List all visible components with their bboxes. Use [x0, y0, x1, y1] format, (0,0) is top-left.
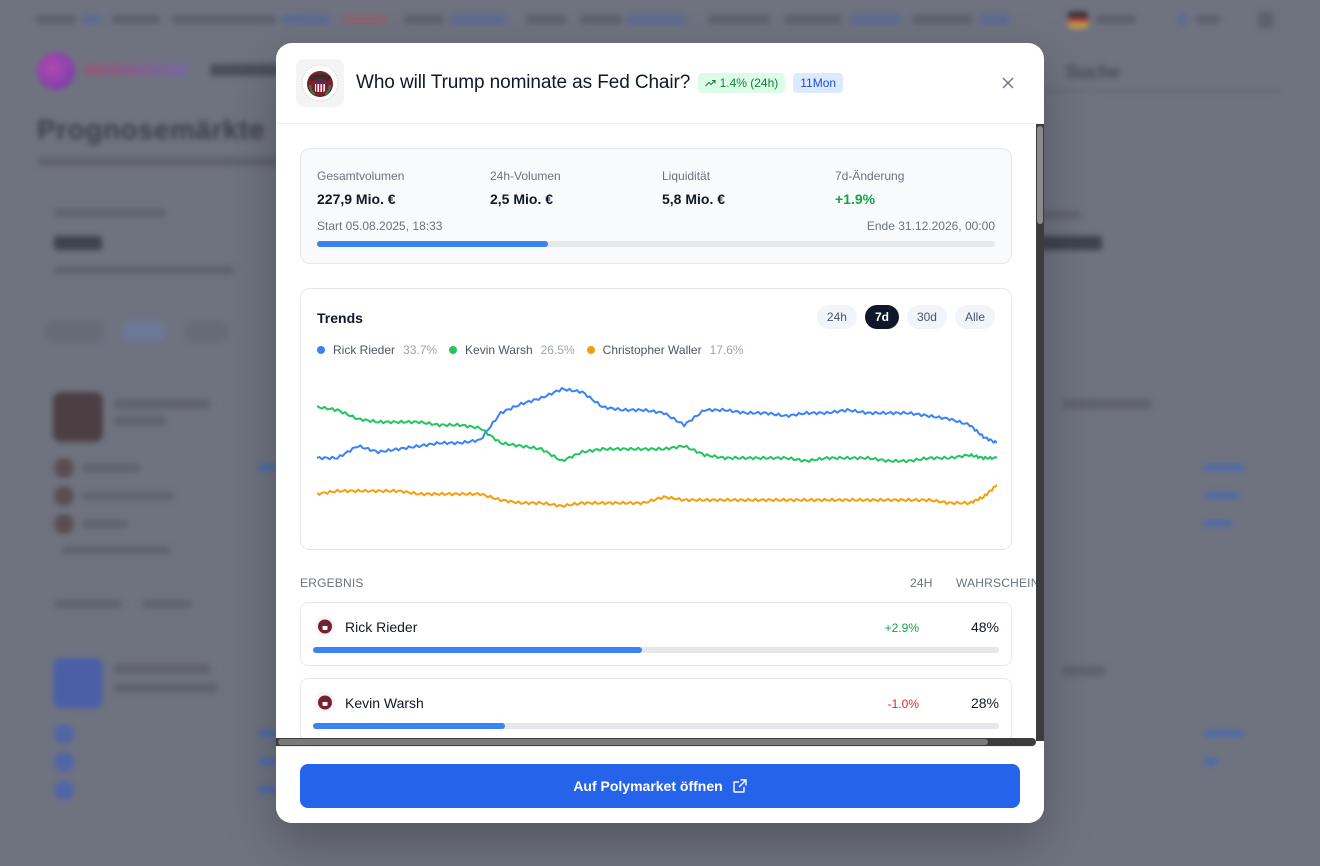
- legend-item: Rick Rieder 33.7%: [317, 343, 437, 357]
- close-button[interactable]: [998, 73, 1018, 93]
- stat-change-7d: 7d-Änderung +1.9%: [835, 169, 905, 207]
- fed-seal-icon: [315, 616, 335, 636]
- probability-bar-fill: [313, 723, 506, 729]
- outcome-name: Rick Rieder: [345, 619, 418, 635]
- duration-badge: 11Mon: [793, 73, 844, 93]
- modal-scroll-area[interactable]: Gesamtvolumen 227,9 Mio. € 24h-Volumen 2…: [276, 124, 1036, 738]
- outcome-probability: 48%: [970, 619, 999, 635]
- probability-bar: [313, 723, 999, 729]
- range-alle[interactable]: Alle: [954, 305, 995, 329]
- market-stats-card: Gesamtvolumen 227,9 Mio. € 24h-Volumen 2…: [300, 148, 1012, 264]
- col-probability: WAHRSCHEINLICHKEIT: [956, 576, 1036, 590]
- outcome-name: Kevin Warsh: [345, 695, 424, 711]
- time-progress-fill: [317, 241, 548, 247]
- market-detail-modal: Who will Trump nominate as Fed Chair? 1.…: [276, 43, 1044, 823]
- vertical-scroll-thumb[interactable]: [1037, 126, 1043, 224]
- market-dates: Start 05.08.2025, 18:33 Ende 31.12.2026,…: [317, 219, 995, 233]
- trending-up-icon: [705, 76, 719, 90]
- stat-total-volume: Gesamtvolumen 227,9 Mio. €: [317, 169, 405, 207]
- market-title: Who will Trump nominate as Fed Chair?: [356, 72, 691, 93]
- series-line-kevin-warsh: [317, 405, 997, 464]
- chart-legend: Rick Rieder 33.7% Kevin Warsh 26.5% Christop…: [317, 343, 756, 357]
- range-24h[interactable]: 24h: [816, 305, 857, 329]
- fed-seal-icon: [315, 692, 335, 712]
- legend-item: Christopher Waller 17.6%: [586, 343, 744, 357]
- range-7d[interactable]: 7d: [864, 305, 899, 329]
- end-date: Ende 31.12.2026, 00:00: [866, 219, 995, 233]
- search-box: Suche: [1040, 52, 1280, 92]
- legend-swatch: [586, 346, 595, 354]
- trends-card: Trends 24h 7d 30d Alle Rick Rieder 33.7% Kevi…: [300, 288, 1012, 550]
- open-polymarket-button[interactable]: Auf Polymarket öffnen: [300, 764, 1020, 808]
- flag-de-icon: [1068, 12, 1088, 28]
- vertical-scrollbar[interactable]: [1036, 124, 1044, 741]
- modal-footer: Auf Polymarket öffnen: [276, 746, 1044, 823]
- start-date: Start 05.08.2025, 18:33: [317, 219, 443, 233]
- probability-bar-fill: [313, 647, 643, 653]
- modal-header: Who will Trump nominate as Fed Chair? 1.…: [276, 43, 1044, 124]
- outcome-row[interactable]: Kevin Warsh -1.0% 28%: [300, 678, 1012, 738]
- col-outcome: ERGEBNIS: [300, 576, 364, 590]
- outcome-row[interactable]: Rick Rieder +2.9% 48%: [300, 602, 1012, 666]
- trends-title: Trends: [317, 310, 363, 326]
- probability-bar: [313, 647, 999, 653]
- col-24h: 24H: [910, 576, 933, 590]
- legend-item: Kevin Warsh 26.5%: [449, 343, 575, 357]
- close-icon: [1002, 77, 1014, 89]
- series-line-rick-rieder: [317, 387, 997, 461]
- legend-swatch: [449, 346, 458, 354]
- series-line-christopher-waller: [317, 484, 997, 508]
- outcome-change-24h: +2.9%: [884, 621, 919, 635]
- time-progress-bar: [317, 241, 995, 247]
- ticker-bar: [0, 0, 1320, 40]
- outcome-change-24h: -1.0%: [887, 697, 919, 711]
- range-30d[interactable]: 30d: [906, 305, 947, 329]
- legend-swatch: [317, 346, 325, 354]
- change-24h-badge: 1.4% (24h): [698, 73, 786, 93]
- page-title: Prognosemärkte: [37, 114, 265, 145]
- stat-liquidity: Liquidität 5,8 Mio. €: [662, 169, 726, 207]
- time-range-selector: 24h 7d 30d Alle: [816, 305, 995, 329]
- external-link-icon: [732, 779, 747, 793]
- app-logo: [37, 52, 75, 90]
- outcome-probability: 28%: [970, 695, 999, 711]
- fed-seal-icon: [296, 59, 344, 107]
- horizontal-scrollbar[interactable]: [276, 738, 1036, 746]
- stat-volume-24h: 24h-Volumen 2,5 Mio. €: [490, 169, 561, 207]
- trend-line-chart: [317, 387, 997, 508]
- horizontal-scroll-thumb[interactable]: [278, 739, 988, 745]
